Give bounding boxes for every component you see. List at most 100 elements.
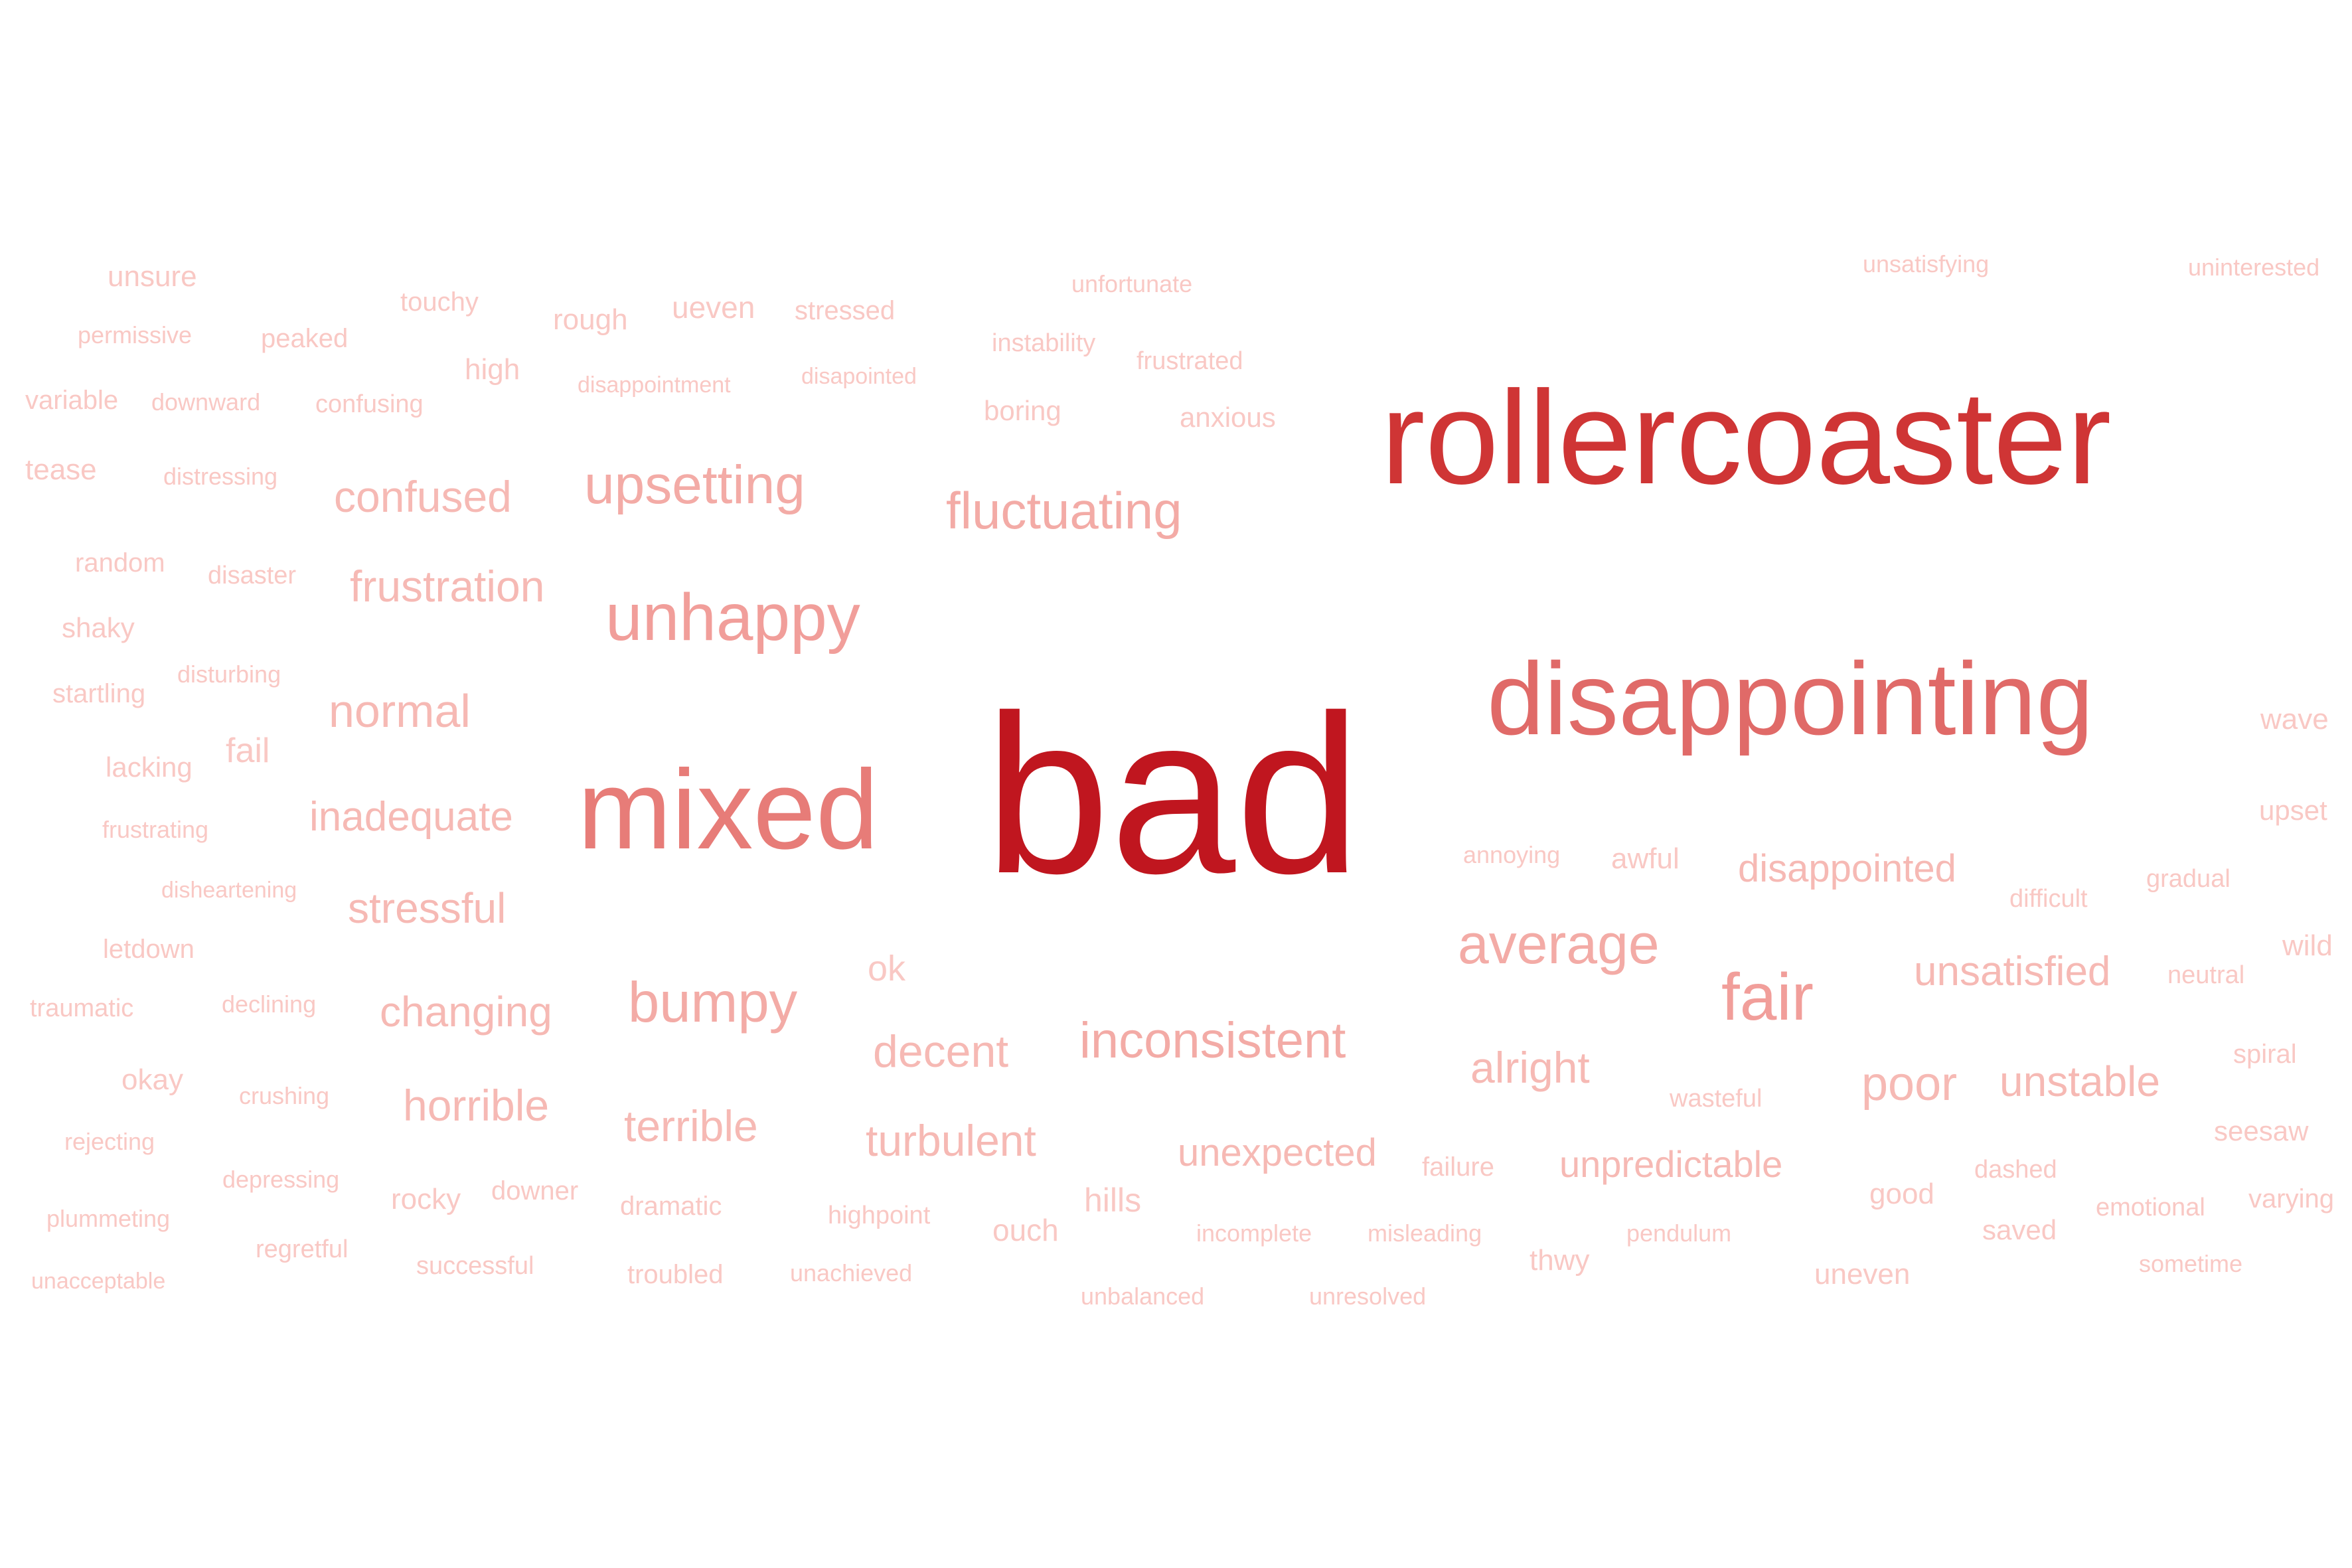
word-rollercoaster: rollercoaster [1381,364,2112,512]
word-declining: declining [222,990,317,1018]
word-hills: hills [1084,1182,1142,1219]
word-disheartening: disheartening [161,878,297,903]
word-upsetting: upsetting [584,455,805,515]
word-unachieved: unachieved [790,1259,913,1287]
word-downer: downer [491,1176,579,1206]
word-pendulum: pendulum [1626,1219,1732,1247]
word-rocky: rocky [391,1183,461,1215]
word-fluctuating: fluctuating [946,481,1182,540]
word-seesaw: seesaw [2214,1115,2309,1146]
word-inconsistent: inconsistent [1079,1012,1346,1069]
word-frustrating: frustrating [102,816,209,843]
word-emotional: emotional [2096,1194,2205,1221]
word-disappointed: disappointed [1738,847,1956,890]
word-unfortunate: unfortunate [1071,270,1193,297]
word-depressing: depressing [222,1166,340,1193]
word-varying: varying [2248,1184,2334,1214]
word-good: good [1869,1178,1934,1210]
word-unsatisfied: unsatisfied [1914,949,2111,994]
word-ueven: ueven [672,290,755,325]
word-gradual: gradual [2146,865,2231,893]
word-sometime: sometime [2139,1250,2243,1277]
word-plummeting: plummeting [46,1205,171,1232]
word-dashed: dashed [1974,1156,2057,1184]
word-random: random [75,548,165,578]
word-saved: saved [1982,1214,2057,1245]
word-lacking: lacking [106,751,193,783]
word-variable: variable [25,386,119,415]
word-annoying: annoying [1463,841,1561,868]
word-disaster: disaster [208,562,297,589]
word-rejecting: rejecting [64,1128,155,1155]
word-startling: startling [52,679,146,708]
word-turbulent: turbulent [866,1116,1036,1165]
word-decent: decent [873,1026,1009,1077]
word-unsure: unsure [108,260,197,293]
word-unacceptable: unacceptable [31,1269,166,1294]
word-poor: poor [1861,1058,1958,1111]
word-unexpected: unexpected [1178,1131,1377,1174]
word-disappointing: disappointing [1487,641,2094,756]
word-crushing: crushing [239,1082,330,1109]
word-spiral: spiral [2233,1040,2297,1069]
word-dramatic: dramatic [620,1192,722,1221]
word-confusing: confusing [315,390,424,418]
word-tease: tease [25,453,97,486]
word-bumpy: bumpy [628,971,798,1034]
word-incomplete: incomplete [1196,1219,1312,1247]
word-regretful: regretful [256,1235,349,1263]
word-letdown: letdown [103,935,195,964]
word-difficult: difficult [2009,885,2088,913]
word-mixed: mixed [578,747,879,873]
word-confused: confused [334,472,512,521]
word-unsatisfying: unsatisfying [1863,250,1990,277]
word-wave: wave [2260,703,2329,736]
word-failure: failure [1422,1152,1494,1182]
word-fair: fair [1721,960,1814,1034]
word-downward: downward [151,388,261,416]
word-permissive: permissive [78,321,193,349]
word-rough: rough [553,303,628,336]
word-ouch: ouch [992,1213,1059,1247]
word-successful: successful [416,1252,534,1280]
word-terrible: terrible [624,1101,758,1150]
word-wasteful: wasteful [1670,1085,1763,1113]
word-awful: awful [1611,842,1680,875]
word-alright: alright [1470,1043,1590,1092]
word-wild: wild [2282,929,2333,962]
word-horrible: horrible [403,1081,550,1130]
word-shaky: shaky [62,612,135,643]
word-uneven: uneven [1814,1258,1911,1291]
word-anxious: anxious [1180,402,1276,433]
word-unbalanced: unbalanced [1081,1283,1205,1310]
word-unstable: unstable [1999,1058,2160,1105]
word-changing: changing [380,988,552,1036]
word-uninterested: uninterested [2188,254,2320,281]
word-disappointment: disappointment [578,372,731,398]
word-unpredictable: unpredictable [1559,1143,1783,1185]
word-disapointed: disapointed [801,364,917,389]
word-neutral: neutral [2167,961,2245,989]
word-troubled: troubled [627,1260,724,1289]
word-upset: upset [2259,795,2327,826]
word-unhappy: unhappy [605,580,860,655]
word-boring: boring [984,395,1061,426]
word-peaked: peaked [261,324,349,353]
word-bad: bad [984,668,1362,921]
word-instability: instability [992,329,1096,357]
word-normal: normal [329,685,471,737]
word-highpoint: highpoint [828,1202,931,1229]
word-high: high [465,353,520,386]
word-ok: ok [868,949,906,988]
word-traumatic: traumatic [30,994,134,1022]
word-fail: fail [226,732,270,770]
word-misleading: misleading [1368,1219,1482,1247]
word-stressed: stressed [795,296,896,325]
word-frustrated: frustrated [1137,347,1243,375]
word-okay: okay [121,1063,183,1096]
word-distressing: distressing [163,463,278,490]
word-inadequate: inadequate [309,794,513,840]
word-touchy: touchy [400,287,479,317]
word-frustration: frustration [350,562,545,611]
